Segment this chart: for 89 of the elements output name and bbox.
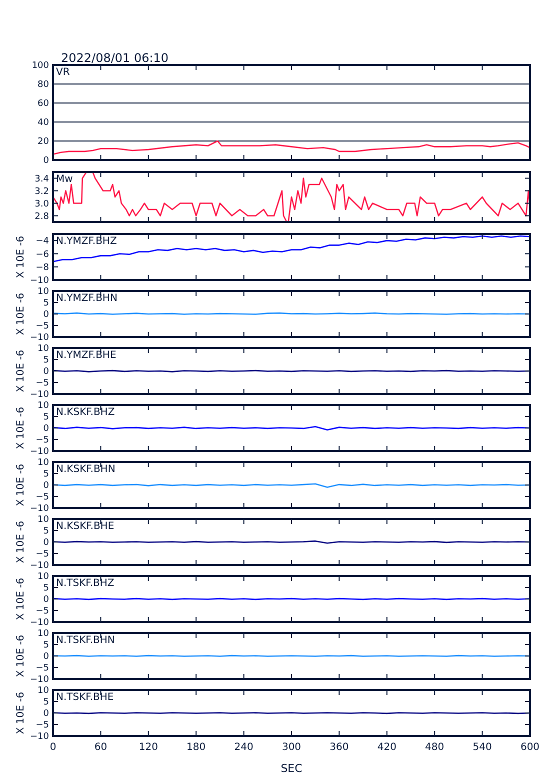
x-tick-label: 60 (94, 742, 108, 753)
series-label: N.YMZF.BHN (56, 293, 118, 304)
y-tick-label: 3.2 (34, 186, 49, 197)
y-tick-label: 3.0 (34, 199, 50, 210)
y-tick-label: −10 (30, 447, 50, 458)
y-tick-label: 0 (43, 538, 50, 548)
y-tick-label: 80 (38, 80, 50, 90)
y-axis-title: X 10E -6 (16, 692, 26, 734)
y-tick-label: 10 (38, 572, 50, 582)
series-label: N.KSKF.BHZ (56, 407, 115, 418)
y-tick-label: −10 (30, 618, 50, 628)
y-tick-label: −10 (30, 504, 50, 514)
y-axis-title: X 10E -6 (16, 406, 26, 450)
line-series (52, 171, 531, 223)
y-tick-label: 40 (38, 118, 50, 128)
y-tick-label: 2.8 (34, 212, 50, 222)
y-tick-label: −5 (36, 664, 49, 674)
y-tick-label: 100 (32, 61, 50, 72)
x-tick-label: 420 (377, 742, 396, 753)
line-series (52, 235, 531, 262)
y-tick-label: 0 (43, 652, 50, 662)
y-tick-label: 10 (38, 344, 50, 354)
chart-title: 2022/08/01 06:10 (61, 51, 169, 65)
x-tick-label: 540 (472, 742, 492, 753)
x-tick-label: 240 (234, 742, 254, 753)
x-tick-label: 120 (138, 742, 158, 753)
y-tick-label: 20 (38, 137, 50, 148)
x-tick-label: 360 (330, 742, 349, 753)
y-tick-label: −5 (36, 606, 49, 617)
series-label: N.TSKF.BHZ (56, 578, 114, 589)
y-tick-label: 5 (43, 412, 49, 423)
series-label: N.TSKF.BHN (56, 635, 115, 646)
line-series (52, 140, 531, 155)
y-tick-label: −5 (36, 550, 49, 560)
y-axis-title: X 10E -6 (16, 578, 26, 620)
y-tick-label: 0 (43, 481, 50, 492)
y-axis-title: X 10E -6 (16, 236, 26, 278)
series-label: N.YMZF.BHZ (56, 236, 117, 247)
x-tick-label: 300 (282, 742, 302, 753)
y-tick-label: 10 (38, 458, 50, 468)
y-tick-label: −5 (36, 378, 49, 389)
y-tick-label: 10 (38, 401, 50, 412)
y-tick-label: −6 (36, 250, 50, 260)
y-tick-label: 60 (38, 99, 50, 110)
y-tick-label: −10 (30, 561, 50, 572)
y-tick-label: 10 (38, 629, 50, 640)
y-tick-label: 5 (43, 698, 49, 708)
y-tick-label: 0 (43, 367, 50, 378)
y-tick-label: 10 (38, 686, 50, 696)
x-tick-label: 480 (425, 742, 444, 753)
y-axis-title: X 10E -6 (16, 634, 26, 678)
y-tick-label: −10 (30, 675, 50, 686)
y-tick-label: 5 (43, 298, 49, 309)
y-tick-label: 0 (43, 595, 50, 606)
y-tick-label: −5 (36, 322, 49, 332)
y-tick-label: −4 (36, 236, 50, 247)
y-tick-label: 10 (38, 287, 50, 298)
y-tick-label: −10 (30, 390, 50, 400)
y-tick-label: 0 (43, 310, 50, 320)
y-tick-label: −10 (30, 333, 50, 344)
series-label: N.YMZF.BHE (56, 350, 116, 361)
y-tick-label: −10 (30, 732, 50, 742)
x-tick-label: 180 (186, 742, 206, 753)
y-axis-title: X 10E -6 (16, 520, 26, 564)
y-tick-label: −5 (36, 720, 49, 731)
series-label: N.KSKF.BHN (56, 464, 116, 475)
y-tick-label: 0 (43, 424, 50, 434)
y-tick-label: 5 (43, 526, 49, 537)
series-label: Mw (56, 174, 73, 185)
text: VR (56, 67, 70, 78)
y-tick-label: −8 (36, 263, 50, 274)
y-tick-label: −10 (30, 276, 50, 286)
x-tick-label: 600 (520, 742, 540, 753)
y-tick-label: −5 (36, 492, 49, 503)
y-axis-title: X 10E -6 (16, 292, 26, 336)
y-tick-label: 5 (43, 470, 49, 480)
x-axis-title: SEC (280, 762, 303, 775)
y-tick-label: −5 (36, 436, 49, 446)
y-tick-label: 10 (38, 515, 50, 526)
series-label: N.KSKF.BHE (56, 521, 114, 532)
y-tick-label: 5 (43, 640, 49, 651)
y-tick-label: 5 (43, 584, 49, 594)
y-tick-label: 3.4 (34, 174, 50, 184)
y-tick-label: 0 (43, 709, 50, 720)
y-tick-label: 0 (43, 156, 50, 166)
y-axis-title: X 10E -6 (16, 464, 26, 506)
series-label: N.TSKF.BHE (56, 692, 114, 703)
y-tick-label: 5 (43, 356, 49, 366)
y-axis-title: X 10E -6 (16, 350, 26, 392)
